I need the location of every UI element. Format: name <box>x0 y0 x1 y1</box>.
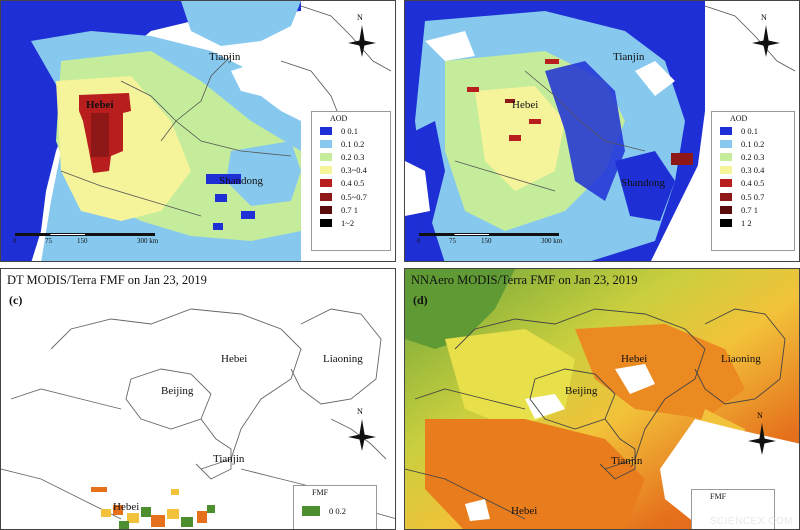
aod-legend-b: AOD 0 0.1 0.1 0.2 0.2 0.3 0.3 0.4 0.4 0.… <box>711 111 795 251</box>
place-label-beijing: Beijing <box>565 385 598 397</box>
legend-item: 0.3 0.4 <box>712 164 794 177</box>
legend-item: 0 0.2 <box>294 504 376 517</box>
place-label-tianjin: Tianjin <box>209 51 241 63</box>
legend-title: FMF <box>710 492 727 501</box>
place-label-liaoning: Liaoning <box>721 353 761 365</box>
legend-item: 0 0.1 <box>312 124 390 137</box>
place-label-shandong: Shandong <box>621 177 665 189</box>
place-label-hebei: Hebei <box>221 353 248 365</box>
legend-item: 0.5~0.7 <box>312 190 390 203</box>
panel-c-label: (c) <box>9 293 23 307</box>
aod-legend-a: AOD 0 0.1 0.1 0.2 0.2 0.3 0.3~0.4 0.4 0.… <box>311 111 391 251</box>
north-label: N <box>757 411 763 420</box>
north-arrow-icon: N <box>345 407 379 455</box>
legend-item: 0.3~0.4 <box>312 164 390 177</box>
panel-d-label: (d) <box>413 293 428 307</box>
legend-title: AOD <box>330 114 348 123</box>
legend-item: 0.2 0.3 <box>712 150 794 163</box>
place-label-beijing: Beijing <box>161 385 194 397</box>
scale-bar-a: 0 75 150 300 km <box>13 233 165 249</box>
place-label-tianjin: Tianjin <box>611 455 643 467</box>
legend-item: 0 0.1 <box>712 124 794 137</box>
panel-c-dt-fmf-map: DT MODIS/Terra FMF on Jan 23, 2019 (c) H… <box>0 268 396 530</box>
legend-title: FMF <box>312 488 329 497</box>
place-label-tianjin: Tianjin <box>613 51 645 63</box>
legend-title: AOD <box>730 114 748 123</box>
place-label-shandong: Shandong <box>219 175 263 187</box>
fmf-legend-d: FMF <box>691 489 775 529</box>
legend-item: 0.5 0.7 <box>712 190 794 203</box>
legend-item: 0.7 1 <box>312 203 390 216</box>
legend-item: 1~2 <box>312 216 390 229</box>
north-label: N <box>357 407 363 416</box>
legend-item: 0.1 0.2 <box>312 137 390 150</box>
place-label-liaoning: Liaoning <box>323 353 363 365</box>
panel-b-aod-map: Tianjin Hebei Shandong N AOD 0 0.1 0.1 0… <box>404 0 800 262</box>
place-label-hebei: Hebei <box>86 99 114 111</box>
panel-c-title: DT MODIS/Terra FMF on Jan 23, 2019 <box>7 273 207 287</box>
legend-item: 0.4 0.5 <box>712 177 794 190</box>
place-label-hebei-south: Hebei <box>511 505 538 517</box>
panel-b-map-raster <box>405 1 799 261</box>
north-label: N <box>761 13 767 22</box>
panel-a-aod-map: Tianjin Hebei Shandong N AOD 0 0.1 0.1 0… <box>0 0 396 262</box>
legend-item: 1 2 <box>712 216 794 229</box>
north-arrow-icon: N <box>345 13 379 61</box>
scale-bar-b: 0 75 150 300 km <box>417 233 569 249</box>
legend-item: 0.2 0.3 <box>312 150 390 163</box>
fmf-legend-c: FMF 0 0.2 <box>293 485 377 529</box>
legend-item: 0.1 0.2 <box>712 137 794 150</box>
north-arrow-icon: N <box>749 13 783 61</box>
panel-d-title: NNAero MODIS/Terra FMF on Jan 23, 2019 <box>411 273 638 287</box>
place-label-hebei-south: Hebei <box>113 501 140 513</box>
north-label: N <box>357 13 363 22</box>
panel-d-map-raster <box>405 269 799 529</box>
watermark: SCIENCEX.COM <box>709 516 793 527</box>
legend-item: 0.4 0.5 <box>312 177 390 190</box>
north-arrow-icon: N <box>745 411 779 459</box>
panel-d-nnaero-fmf-map: NNAero MODIS/Terra FMF on Jan 23, 2019 (… <box>404 268 800 530</box>
place-label-hebei: Hebei <box>621 353 648 365</box>
legend-item: 0.7 1 <box>712 203 794 216</box>
place-label-hebei: Hebei <box>512 99 539 111</box>
place-label-tianjin: Tianjin <box>213 453 245 465</box>
